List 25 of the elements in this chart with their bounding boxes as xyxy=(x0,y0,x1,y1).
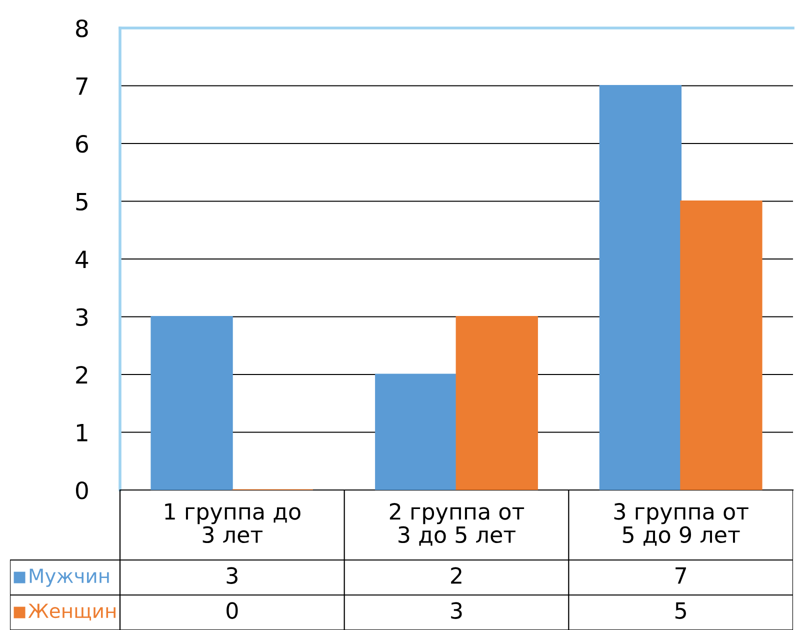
data-label: 5 xyxy=(675,602,686,619)
data-label: 3 xyxy=(226,567,238,584)
y-tick-label: 3 xyxy=(76,308,88,326)
y-tick-label: 8 xyxy=(76,19,88,38)
legend-label: Мужчин xyxy=(30,568,109,587)
bar xyxy=(375,374,458,490)
data-label: 3 xyxy=(451,602,462,619)
bar xyxy=(680,200,762,490)
y-tick-label: 6 xyxy=(76,134,88,153)
data-label: 2 xyxy=(451,567,462,584)
x-tick-label: 2 группа от 3 до 5 лет xyxy=(390,503,524,546)
data-label: 7 xyxy=(676,567,686,584)
bar xyxy=(150,316,233,490)
bar xyxy=(456,316,538,490)
legend-label: Женщин xyxy=(28,604,116,621)
y-tick-label: 0 xyxy=(76,481,88,500)
y-tick-label: 5 xyxy=(76,193,88,211)
y-tick-label: 7 xyxy=(76,78,88,95)
data-label: 0 xyxy=(226,602,238,619)
y-tick-label: 4 xyxy=(76,250,88,268)
y-tick-label: 2 xyxy=(76,366,88,384)
bar xyxy=(599,85,682,490)
y-tick-label: 1 xyxy=(77,424,88,442)
x-tick-label: 1 группа до 3 лет xyxy=(165,503,300,544)
x-tick-label: 3 группа от 5 до 9 лет xyxy=(614,503,748,546)
